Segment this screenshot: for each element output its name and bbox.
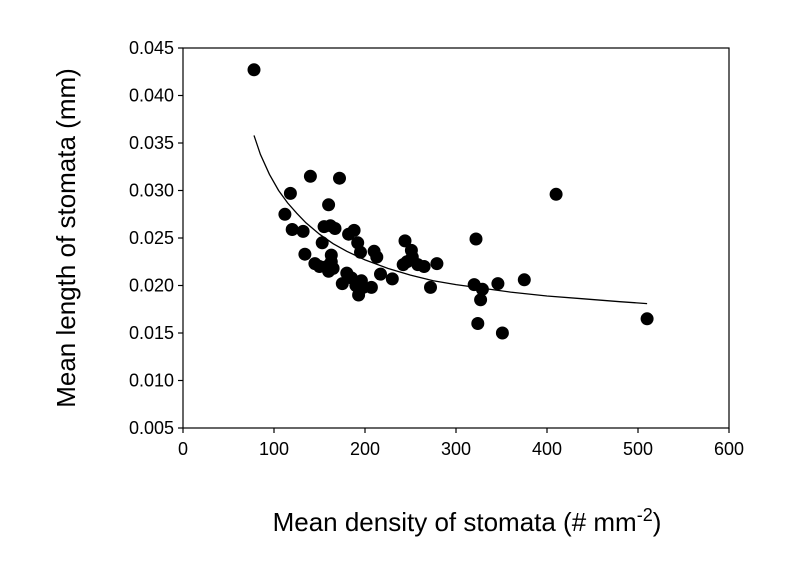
x-axis-label-superscript: -2 bbox=[637, 505, 653, 525]
data-point bbox=[469, 232, 483, 246]
x-axis-label: Mean density of stomata (# mm-2) bbox=[273, 505, 662, 537]
data-point bbox=[474, 293, 488, 307]
data-point bbox=[640, 312, 654, 326]
x-axis-label-suffix: ) bbox=[653, 507, 662, 537]
data-point bbox=[385, 272, 399, 286]
y-tick-label: 0.045 bbox=[129, 38, 174, 58]
data-point bbox=[333, 171, 346, 185]
data-point bbox=[347, 223, 361, 237]
y-tick-label: 0.005 bbox=[129, 418, 174, 438]
y-axis-label: Mean length of stomata (mm) bbox=[51, 68, 81, 408]
data-point bbox=[296, 224, 310, 238]
data-point bbox=[364, 280, 378, 294]
data-point bbox=[398, 234, 412, 248]
data-point bbox=[430, 257, 444, 271]
y-axis: 0.005 0.010 0.015 0.020 0.025 0.030 0.035 0.040… bbox=[129, 38, 183, 438]
data-point bbox=[517, 273, 531, 287]
x-tick-label: 100 bbox=[259, 439, 289, 459]
x-axis: 0 100 200 300 400 500 600 bbox=[178, 428, 744, 459]
data-point bbox=[285, 223, 299, 236]
plot-frame bbox=[182, 47, 730, 429]
trend-line-layer bbox=[253, 135, 648, 305]
y-tick-label: 0.025 bbox=[129, 228, 174, 248]
data-point bbox=[354, 245, 367, 259]
plot-frame-group bbox=[182, 47, 730, 429]
y-tick-label: 0.020 bbox=[129, 276, 174, 296]
x-tick-label: 500 bbox=[623, 439, 653, 459]
data-point bbox=[278, 207, 292, 221]
data-point bbox=[370, 250, 384, 264]
y-tick-label: 0.030 bbox=[129, 181, 174, 201]
data-point bbox=[328, 222, 342, 235]
data-point bbox=[471, 317, 485, 330]
x-tick-label: 0 bbox=[178, 439, 188, 459]
trend-line bbox=[253, 135, 648, 305]
data-point bbox=[475, 282, 489, 296]
x-tick-label: 300 bbox=[441, 439, 471, 459]
data-point bbox=[417, 260, 431, 273]
data-point bbox=[315, 236, 329, 250]
y-tick-label: 0.040 bbox=[129, 86, 174, 106]
data-point bbox=[424, 280, 437, 294]
data-point bbox=[303, 169, 317, 183]
data-point bbox=[283, 186, 297, 200]
data-points-layer bbox=[247, 63, 654, 340]
data-point bbox=[495, 326, 509, 340]
x-tick-label: 400 bbox=[532, 439, 562, 459]
data-point bbox=[247, 63, 261, 77]
data-point bbox=[549, 187, 563, 201]
x-tick-label: 200 bbox=[350, 439, 380, 459]
data-point bbox=[298, 247, 312, 261]
y-tick-label: 0.010 bbox=[129, 371, 174, 391]
x-axis-label-main: Mean density of stomata (# mm bbox=[273, 507, 637, 537]
data-point bbox=[322, 198, 336, 212]
y-tick-label: 0.035 bbox=[129, 133, 174, 153]
x-tick-label: 600 bbox=[714, 439, 744, 459]
data-point bbox=[491, 277, 505, 291]
y-tick-label: 0.015 bbox=[129, 323, 174, 343]
data-point bbox=[326, 261, 340, 275]
data-point bbox=[374, 267, 387, 281]
